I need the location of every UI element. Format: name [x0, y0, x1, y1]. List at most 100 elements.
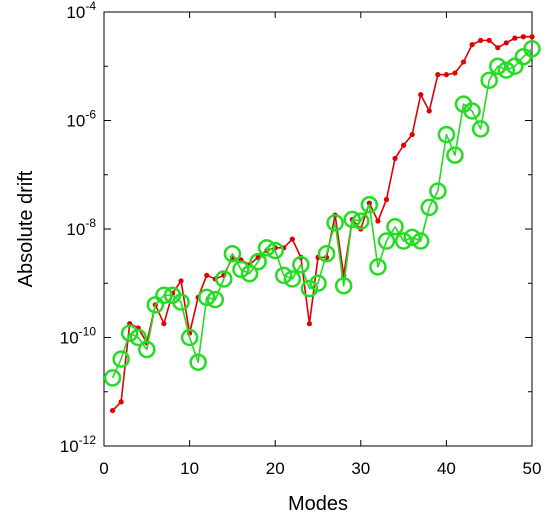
data-point — [326, 214, 344, 232]
data-point — [155, 286, 173, 305]
data-point — [289, 236, 295, 242]
axis-ticks — [103, 11, 533, 447]
data-point — [275, 266, 293, 285]
data-point — [232, 260, 250, 279]
data-point — [189, 353, 207, 371]
data-point — [204, 272, 210, 278]
data-point — [249, 252, 267, 271]
data-point — [420, 198, 439, 217]
data-point — [334, 276, 353, 295]
data-point — [161, 321, 167, 327]
y-tick-base: 10 — [60, 437, 79, 456]
data-point — [409, 131, 415, 138]
data-point — [489, 57, 507, 75]
data-point — [206, 290, 225, 309]
data-point — [300, 279, 319, 298]
data-point — [471, 120, 490, 138]
y-tick-base: 10 — [66, 3, 85, 22]
data-point — [460, 59, 467, 65]
data-point — [497, 61, 516, 79]
y-tick-label: 10-8 — [66, 216, 96, 239]
data-point — [172, 293, 190, 311]
y-tick-label: 10-10 — [60, 325, 97, 348]
data-point — [486, 37, 492, 43]
data-point — [401, 142, 407, 148]
data-point — [266, 241, 284, 260]
data-point — [478, 37, 484, 43]
data-point — [197, 288, 216, 307]
y-tick-exponent: -12 — [79, 433, 97, 447]
data-point — [429, 182, 447, 200]
data-point — [292, 255, 310, 274]
data-point — [377, 232, 396, 250]
data-point — [383, 196, 390, 203]
data-point — [240, 264, 259, 283]
x-tick-label: 10 — [180, 459, 199, 478]
data-point — [178, 278, 184, 284]
data-point — [360, 195, 379, 214]
data-point — [283, 270, 302, 288]
x-tick-label: 30 — [351, 459, 370, 478]
data-point — [418, 92, 424, 98]
data-point — [223, 244, 242, 263]
data-point — [411, 232, 430, 250]
data-point — [506, 57, 524, 75]
plot-area — [103, 11, 533, 447]
y-tick-exponent: -4 — [85, 0, 96, 13]
x-tick-label: 0 — [99, 459, 108, 478]
data-point — [375, 218, 381, 224]
x-tick-label: 40 — [437, 459, 456, 478]
data-point — [523, 40, 541, 58]
data-point — [215, 270, 233, 288]
data-point — [469, 42, 475, 48]
data-point — [437, 125, 456, 144]
data-point — [403, 228, 421, 247]
y-tick-label: 10-12 — [60, 433, 97, 456]
data-point — [306, 321, 313, 327]
data-point — [386, 218, 404, 236]
data-point — [112, 350, 130, 368]
y-tick-exponent: -8 — [85, 216, 96, 230]
data-point — [352, 212, 370, 230]
data-point — [426, 108, 432, 114]
y-tick-exponent: -6 — [85, 108, 96, 122]
data-point — [343, 210, 361, 229]
x-axis-title: Modes — [288, 493, 348, 515]
data-point — [103, 369, 122, 387]
data-point — [446, 146, 464, 164]
x-tick-label: 50 — [523, 459, 542, 478]
x-tick-label: 20 — [266, 459, 285, 478]
data-point — [118, 399, 124, 405]
data-point — [109, 407, 116, 414]
series-2 — [103, 40, 541, 387]
data-point — [369, 258, 387, 276]
data-point — [495, 45, 501, 51]
data-point — [480, 71, 498, 90]
data-point — [452, 70, 458, 76]
data-point — [129, 328, 147, 347]
data-point — [529, 34, 535, 40]
y-tick-base: 10 — [66, 220, 85, 239]
data-point — [463, 102, 481, 120]
y-axis-title: Absolute drift — [15, 170, 37, 287]
data-point — [257, 239, 276, 257]
data-point — [512, 35, 518, 41]
data-point — [520, 34, 527, 40]
data-point — [180, 328, 199, 347]
series-layer — [103, 34, 541, 414]
data-point — [392, 155, 398, 162]
data-point — [435, 72, 441, 78]
data-point — [503, 40, 509, 46]
data-point — [317, 244, 336, 263]
y-tick-label: 10-6 — [66, 108, 96, 131]
data-point — [309, 274, 327, 292]
y-tick-exponent: -10 — [79, 325, 97, 339]
data-point — [366, 200, 372, 206]
data-point — [394, 232, 413, 250]
data-point — [443, 72, 449, 78]
data-point — [120, 324, 139, 342]
y-tick-base: 10 — [66, 112, 85, 131]
data-point — [146, 296, 165, 314]
